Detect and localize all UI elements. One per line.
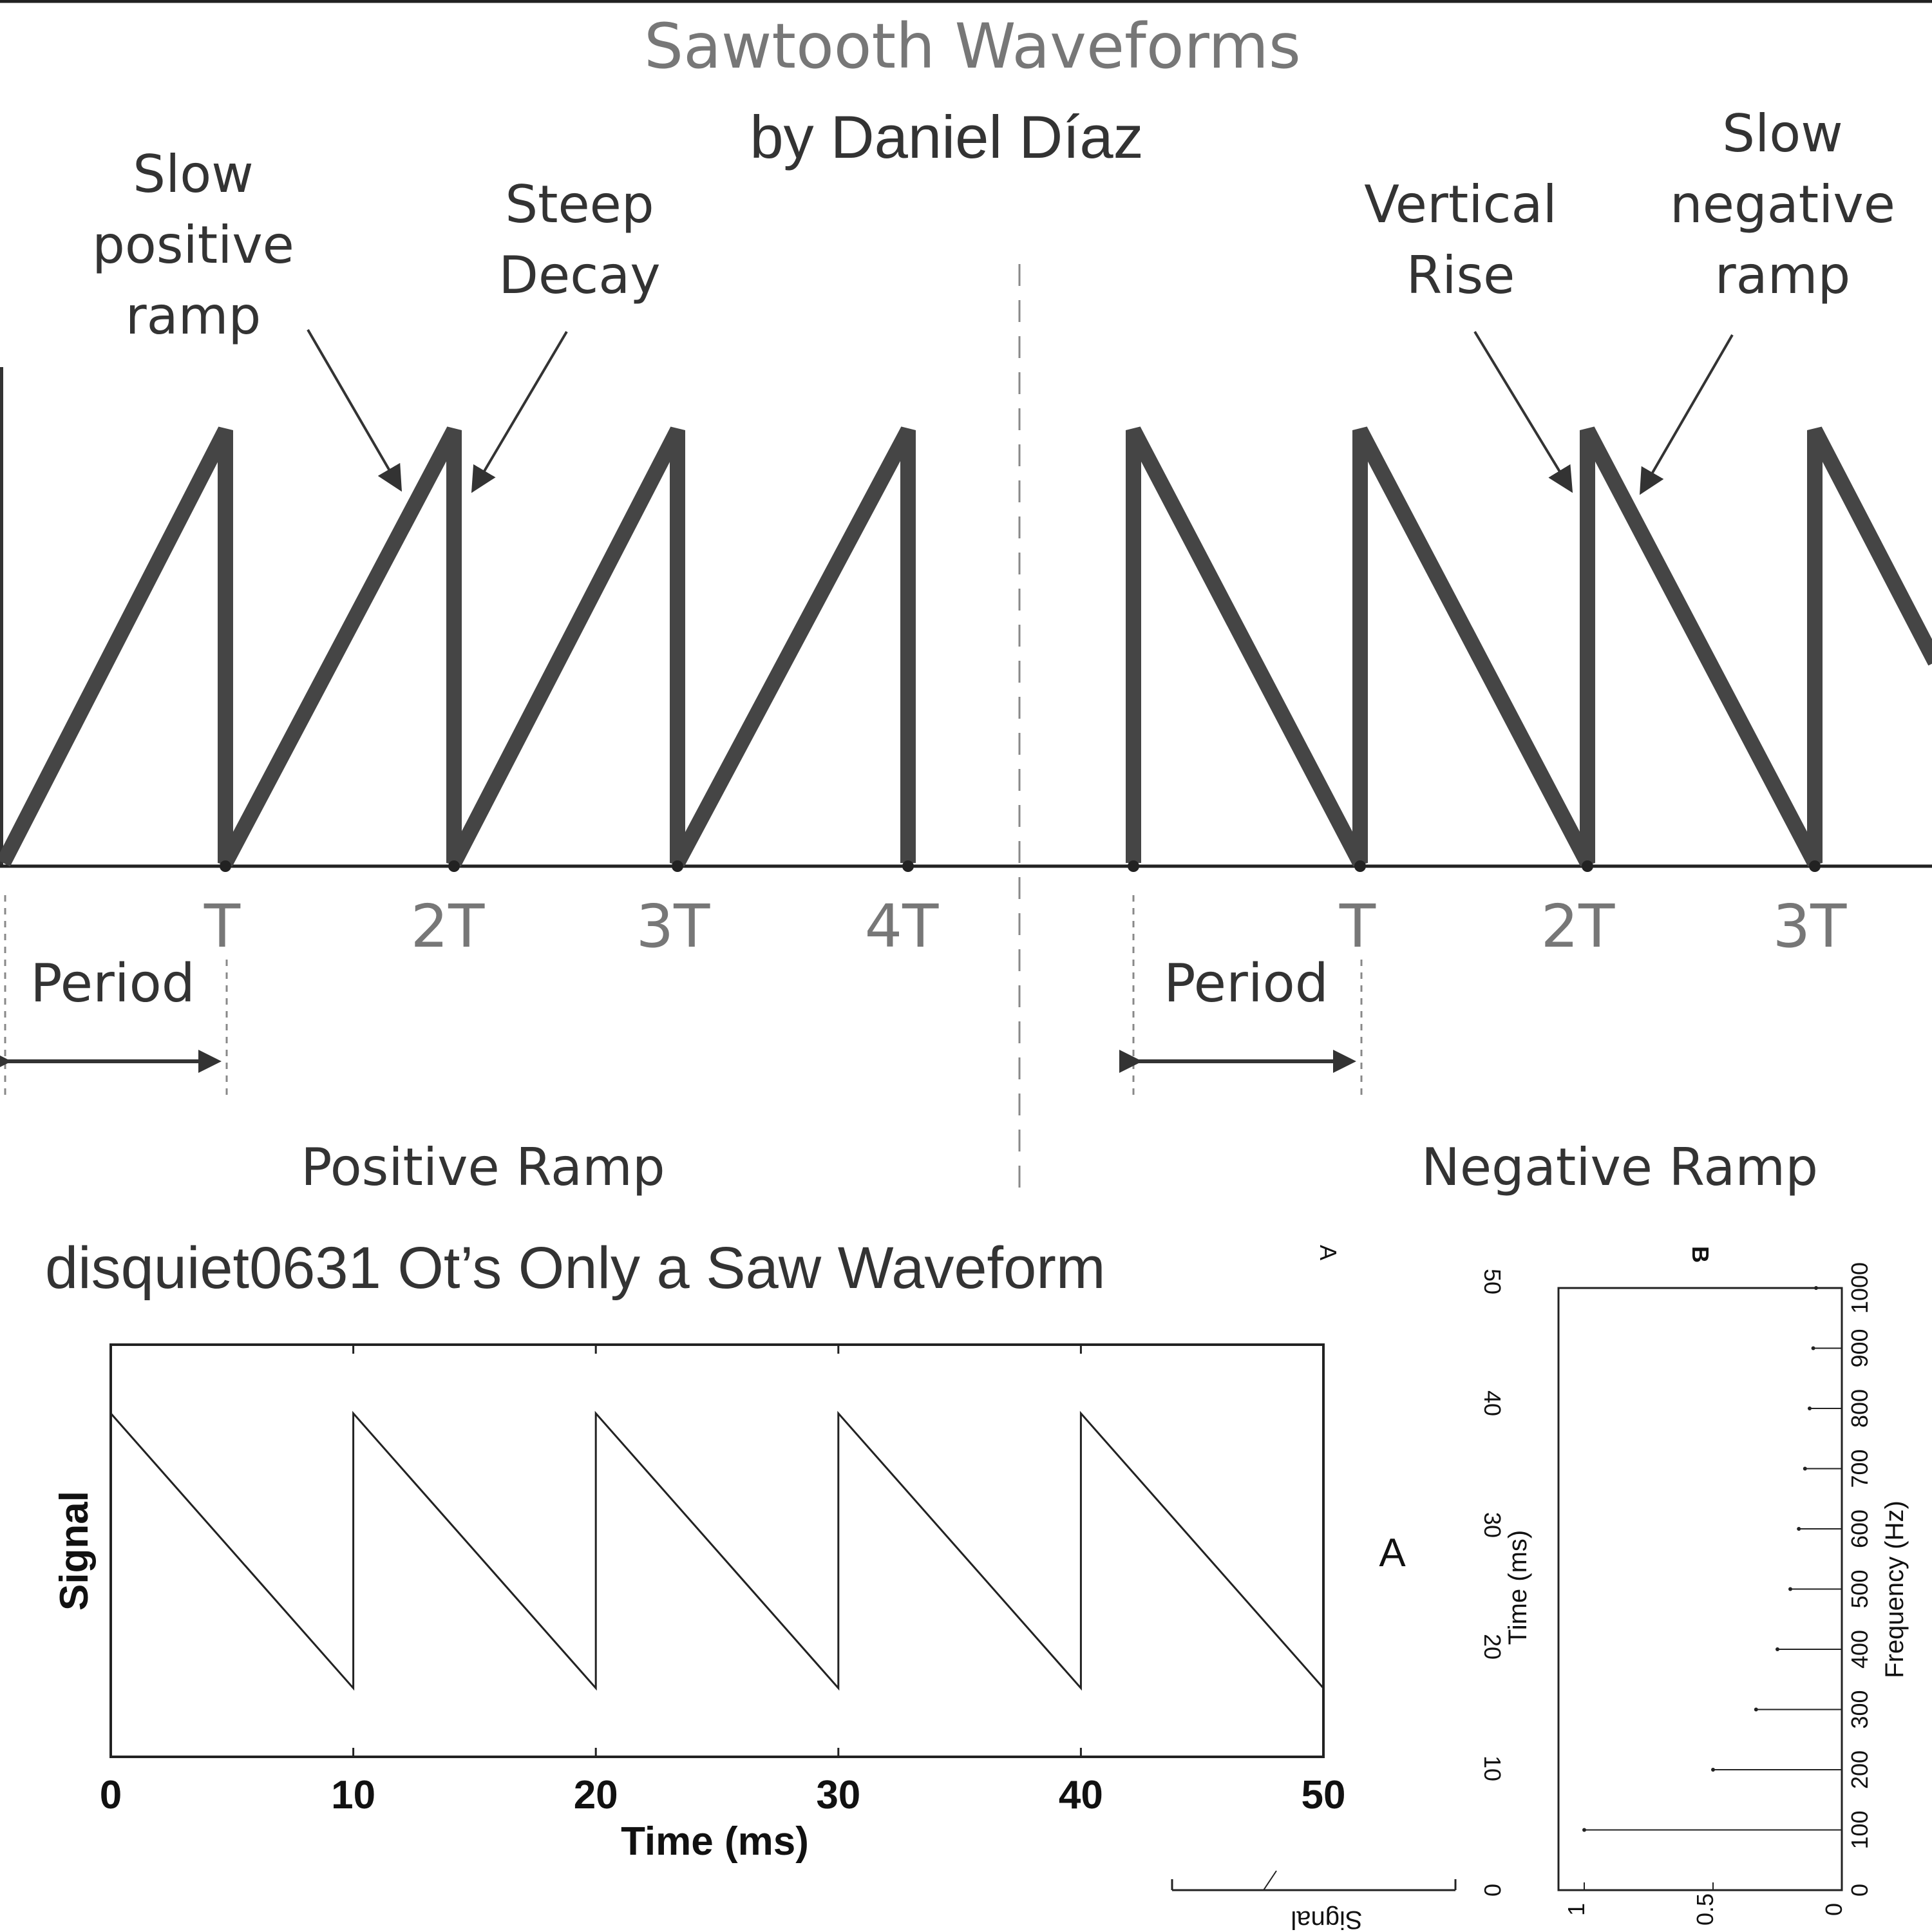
negative-section-label: Negative Ramp: [1421, 1137, 1818, 1197]
arrow-vertical-rise: [1473, 330, 1573, 493]
chart-b-bar-tip: [1711, 1768, 1715, 1772]
label-slow-positive-ramp-2: positive: [92, 215, 294, 275]
chart-b-bar-tip: [1803, 1466, 1807, 1471]
label-slow-negative-ramp-1: Slow: [1722, 104, 1842, 164]
label-slow-positive-ramp-3: ramp: [126, 286, 261, 346]
chart-b-ytick-label: 0.5: [1692, 1893, 1718, 1926]
chart-b-ticks: 0 100 200 300 400 500 600 700 800 900 1000 1 0.5 0: [1563, 1262, 1873, 1926]
chart-b-xtick-label: 500: [1846, 1569, 1873, 1608]
negative-tick-2T: 2T: [1541, 892, 1616, 961]
chart-a-xtick-label: 0: [100, 1773, 122, 1817]
chart-b-bar-tip: [1788, 1587, 1792, 1591]
positive-tick-2T: 2T: [411, 892, 486, 961]
chart-a-xtick-label: 40: [1059, 1773, 1103, 1817]
positive-ramp-diagram: T 2T 3T 4T Slow positive ramp Steep Deca…: [0, 144, 1932, 1197]
chart-a-xtick-label: 50: [1302, 1773, 1346, 1817]
negative-tick-3T: 3T: [1773, 892, 1848, 961]
chart-b-xtick-label: 800: [1846, 1389, 1873, 1428]
label-slow-positive-ramp-1: Slow: [133, 144, 253, 204]
arrow-steep-decay: [471, 330, 568, 493]
chart-b-xtick-label: 200: [1846, 1750, 1873, 1789]
label-vertical-rise-2: Rise: [1406, 245, 1515, 305]
chart-b-xtick-label: 400: [1846, 1630, 1873, 1669]
chart-b-xtick-label: 100: [1846, 1810, 1873, 1849]
positive-tick-4T: 4T: [865, 892, 940, 961]
chart-b-xtick-label: 600: [1846, 1510, 1873, 1548]
tick-marker-2T: [1582, 860, 1593, 872]
title: Sawtooth Waveforms: [644, 10, 1301, 82]
label-vertical-rise-1: Vertical: [1364, 175, 1557, 234]
chart-b-bar-tip: [1754, 1707, 1758, 1712]
chart-b-bars: [1582, 1286, 1842, 1832]
positive-tick-3T: 3T: [636, 892, 711, 961]
rotated-tick-label: 20: [1479, 1634, 1506, 1660]
label-steep-decay-1: Steep: [505, 175, 654, 234]
negative-period-label: Period: [1164, 953, 1329, 1014]
rotated-tick-label: 30: [1479, 1512, 1506, 1538]
chart-b-xtick-label: 1000: [1846, 1262, 1873, 1314]
tick-marker-3T: [1809, 860, 1821, 872]
chart-b-ytick-label: 0: [1821, 1903, 1847, 1916]
chart-b-bar-tip: [1797, 1527, 1801, 1531]
chart-b-xlabel: Frequency (Hz): [1880, 1501, 1909, 1678]
chart-a-xlabel: Time (ms): [621, 1819, 809, 1864]
chart-b-bar-tip: [1582, 1828, 1586, 1832]
tick-marker-T: [220, 860, 231, 872]
chart-a-frame: [109, 1343, 1325, 1758]
chart-b-xtick-label: 900: [1846, 1329, 1873, 1367]
chart-b-bar-tip: [1811, 1346, 1815, 1350]
chart-a-panel-letter: A: [1379, 1531, 1406, 1575]
rotated-wave-fragment: [1263, 1870, 1277, 1891]
chart-a-xtick-label: 30: [816, 1773, 860, 1817]
chart-b-xtick-label: 300: [1846, 1690, 1873, 1728]
arrow-slow-negative-ramp: [1639, 334, 1734, 495]
rotated-tick-label: 50: [1479, 1269, 1506, 1294]
author: by Daniel Díaz: [750, 103, 1143, 171]
tick-marker-2T: [448, 860, 460, 872]
rotated-panel-letter: A: [1315, 1245, 1341, 1260]
rotated-xlabel: Time (ms): [1504, 1530, 1532, 1645]
negative-tick-T: T: [1339, 892, 1376, 961]
rotated-tick-label: 40: [1479, 1390, 1506, 1416]
tick-marker-3T: [672, 860, 683, 872]
label-slow-negative-ramp-3: ramp: [1715, 245, 1851, 305]
chart-a-rotated-fragment: Signal A 0 10 20 30 40 50 Time (ms): [1171, 1245, 1532, 1932]
rotated-tick-label: 0: [1479, 1884, 1506, 1897]
chart-b-bar-tip: [1814, 1286, 1818, 1290]
tick-marker-T: [1354, 860, 1366, 872]
chart-b-bar-tip: [1808, 1406, 1812, 1410]
rotated-ticks: 0 10 20 30 40 50: [1479, 1269, 1506, 1897]
positive-section-label: Positive Ramp: [301, 1137, 665, 1197]
label-steep-decay-2: Decay: [498, 245, 660, 305]
positive-period-label: Period: [30, 953, 195, 1014]
chart-b-spectrum: 0 100 200 300 400 500 600 700 800 900 1000 1 0.5 0 Fr…: [1557, 1246, 1909, 1926]
negative-sawtooth-wave: [1126, 426, 1932, 867]
chart-a-series-line: [109, 1410, 1325, 1691]
chart-a-xtick-label: 10: [331, 1773, 375, 1817]
negative-ramp-diagram: T 2T 3T Vertical Rise Slow negative ramp…: [1119, 104, 1932, 1197]
chart-a-ylabel: Signal: [52, 1491, 97, 1611]
chart-b-ytick-label: 1: [1563, 1903, 1589, 1916]
chart-a-signal: 0 10 20 30 40 50 Time (ms) Signal A: [52, 1343, 1406, 1864]
positive-tick-T: T: [204, 892, 241, 961]
arrow-slow-positive-ramp: [307, 328, 402, 492]
chart-b-bar-tip: [1776, 1647, 1779, 1651]
tick-marker-0: [1128, 860, 1139, 872]
rotated-ylabel: Signal: [1291, 1906, 1362, 1932]
rotated-tick-label: 10: [1479, 1756, 1506, 1781]
label-slow-negative-ramp-2: negative: [1670, 175, 1895, 234]
chart-a-ticks: 0 10 20 30 40 50: [100, 1345, 1346, 1817]
tick-marker-4T: [902, 860, 914, 872]
chart-b-xtick-label: 0: [1846, 1884, 1873, 1897]
chart-b-xtick-label: 700: [1846, 1449, 1873, 1488]
caption: disquiet0631 Ot’s Only a Saw Waveform: [45, 1235, 1106, 1301]
chart-b-panel-letter: B: [1687, 1246, 1714, 1263]
positive-sawtooth-wave: [0, 426, 916, 867]
chart-a-xtick-label: 20: [574, 1773, 618, 1817]
